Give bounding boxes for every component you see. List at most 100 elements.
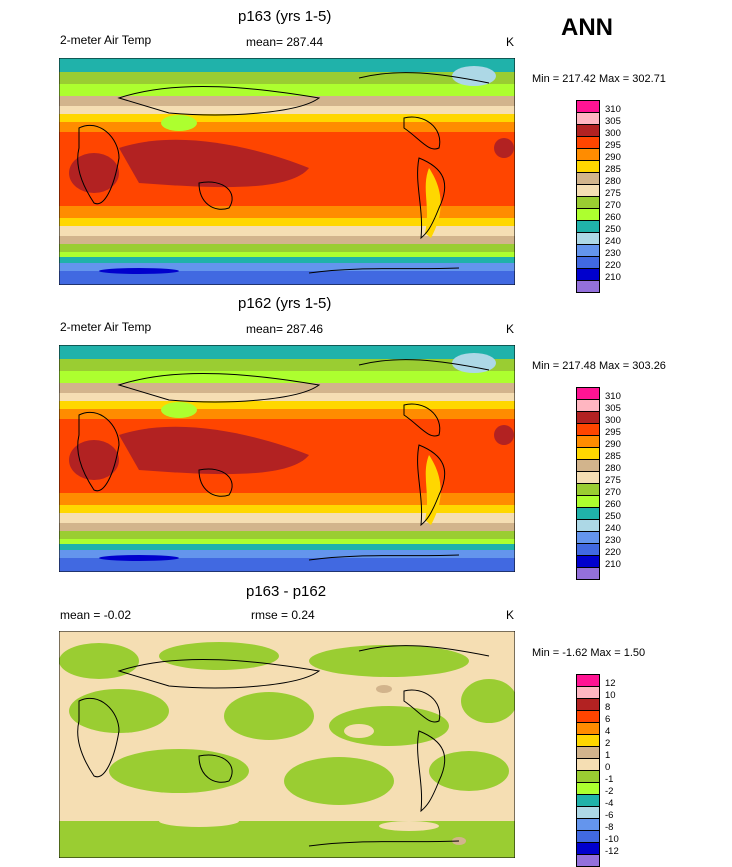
colorbar-swatch [576, 471, 600, 483]
colorbar-swatch [576, 710, 600, 722]
colorbar-swatch [576, 208, 600, 220]
colorbar-swatch [576, 459, 600, 471]
colorbar-label: -6 [605, 810, 614, 821]
colorbar-label: 220 [605, 547, 621, 558]
colorbar-swatch [576, 136, 600, 148]
colorbar-label: 305 [605, 116, 621, 127]
colorbar-swatch [576, 172, 600, 184]
panel-minmax-diff: Min = -1.62 Max = 1.50 [532, 647, 646, 659]
panel-units-p163: K [506, 35, 515, 49]
colorbar-label: 300 [605, 128, 621, 139]
colorbar-swatch [576, 112, 600, 124]
colorbar-label: 300 [605, 415, 621, 426]
colorbar-swatch [576, 842, 600, 854]
colorbar-p163 [576, 100, 600, 293]
colorbar-swatch [576, 531, 600, 543]
colorbar-swatch [576, 507, 600, 519]
colorbar-label: 260 [605, 212, 621, 223]
colorbar-swatch [576, 722, 600, 734]
colorbar-swatch [576, 160, 600, 172]
colorbar-label: 305 [605, 403, 621, 414]
panel-minmax-p162: Min = 217.48 Max = 303.26 [532, 360, 666, 372]
colorbar-swatch [576, 435, 600, 447]
panel-left-label-p163: 2-meter Air Temp [60, 33, 152, 47]
panel-left-label-p162: 2-meter Air Temp [60, 320, 152, 334]
panel-mean-diff: mean = -0.02 [60, 608, 132, 622]
colorbar-swatch [576, 232, 600, 244]
temperature-map-p162 [59, 345, 515, 572]
colorbar-swatch [576, 770, 600, 782]
colorbar-label: 260 [605, 499, 621, 510]
colorbar-swatch [576, 387, 600, 399]
colorbar-swatch [576, 196, 600, 208]
panel-title-p163: p163 (yrs 1-5) [238, 8, 332, 25]
colorbar-swatch [576, 100, 600, 112]
colorbar-diff [576, 674, 600, 867]
colorbar-swatch [576, 698, 600, 710]
colorbar-label: 295 [605, 140, 621, 151]
colorbar-label: 1 [605, 750, 611, 761]
colorbar-label: 295 [605, 427, 621, 438]
colorbar-label: 250 [605, 224, 621, 235]
colorbar-swatch [576, 854, 600, 867]
colorbar-swatch [576, 411, 600, 423]
colorbar-swatch [576, 543, 600, 555]
colorbar-swatch [576, 674, 600, 686]
colorbar-label: 275 [605, 188, 621, 199]
colorbar-swatch [576, 244, 600, 256]
colorbar-swatch [576, 268, 600, 280]
colorbar-label: 10 [605, 690, 616, 701]
colorbar-swatch [576, 794, 600, 806]
colorbar-swatch [576, 148, 600, 160]
panel-units-p162: K [506, 322, 515, 336]
colorbar-label: 220 [605, 260, 621, 271]
colorbar-swatch [576, 495, 600, 507]
colorbar-label: 210 [605, 559, 621, 570]
colorbar-label: 285 [605, 164, 621, 175]
colorbar-swatch [576, 399, 600, 411]
colorbar-label: 250 [605, 511, 621, 522]
panel-rmse-diff: rmse = 0.24 [251, 608, 315, 622]
colorbar-label: -2 [605, 786, 614, 797]
colorbar-swatch [576, 184, 600, 196]
colorbar-swatch [576, 758, 600, 770]
colorbar-swatch [576, 447, 600, 459]
colorbar-p162 [576, 387, 600, 580]
panel-title-p162: p162 (yrs 1-5) [238, 295, 332, 312]
colorbar-label: 230 [605, 535, 621, 546]
colorbar-swatch [576, 782, 600, 794]
colorbar-label: 12 [605, 678, 616, 689]
colorbar-swatch [576, 423, 600, 435]
panel-mean-p162: mean= 287.46 [246, 322, 324, 336]
panel-mean-p163: mean= 287.44 [246, 35, 324, 49]
colorbar-label: 4 [605, 726, 611, 737]
colorbar-label: 310 [605, 391, 621, 402]
colorbar-label: 270 [605, 487, 621, 498]
colorbar-label: 270 [605, 200, 621, 211]
colorbar-swatch [576, 746, 600, 758]
colorbar-label: 290 [605, 152, 621, 163]
colorbar-label: 210 [605, 272, 621, 283]
colorbar-label: 6 [605, 714, 611, 725]
season-label: ANN [561, 14, 613, 41]
colorbar-label: 230 [605, 248, 621, 259]
difference-map [59, 631, 515, 858]
colorbar-label: 240 [605, 523, 621, 534]
colorbar-label: 310 [605, 104, 621, 115]
colorbar-label: -4 [605, 798, 614, 809]
temperature-map-p163 [59, 58, 515, 285]
colorbar-label: 0 [605, 762, 611, 773]
colorbar-swatch [576, 280, 600, 293]
colorbar-swatch [576, 555, 600, 567]
colorbar-label: 280 [605, 176, 621, 187]
colorbar-label: -1 [605, 774, 614, 785]
colorbar-swatch [576, 830, 600, 842]
colorbar-swatch [576, 686, 600, 698]
panel-units-diff: K [506, 608, 515, 622]
colorbar-swatch [576, 519, 600, 531]
colorbar-swatch [576, 483, 600, 495]
colorbar-label: -10 [605, 834, 619, 845]
colorbar-label: 240 [605, 236, 621, 247]
colorbar-swatch [576, 256, 600, 268]
colorbar-swatch [576, 220, 600, 232]
